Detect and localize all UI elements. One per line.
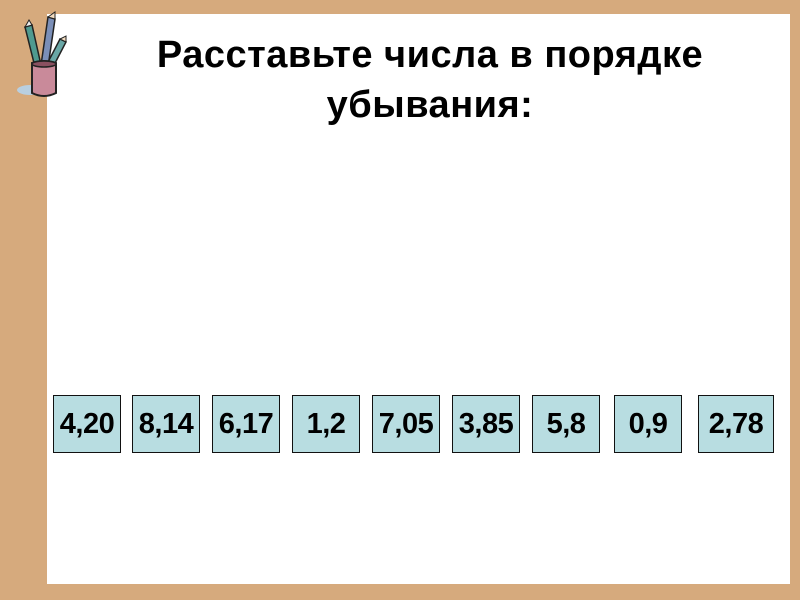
number-card[interactable]: 7,05 — [372, 395, 440, 453]
number-card[interactable]: 1,2 — [292, 395, 360, 453]
number-card[interactable]: 6,17 — [212, 395, 280, 453]
number-card[interactable]: 2,78 — [698, 395, 774, 453]
number-card[interactable]: 5,8 — [532, 395, 600, 453]
number-card[interactable]: 4,20 — [53, 395, 121, 453]
number-card[interactable]: 8,14 — [132, 395, 200, 453]
slide-title: Расставьте числа в порядке убывания: — [60, 30, 800, 130]
title-line-2: убывания: — [326, 84, 534, 126]
number-card[interactable]: 0,9 — [614, 395, 682, 453]
title-line-1: Расставьте числа в порядке — [156, 34, 704, 76]
pencil-cup-icon — [17, 11, 68, 97]
slide-panel — [47, 14, 790, 584]
number-card[interactable]: 3,85 — [452, 395, 520, 453]
